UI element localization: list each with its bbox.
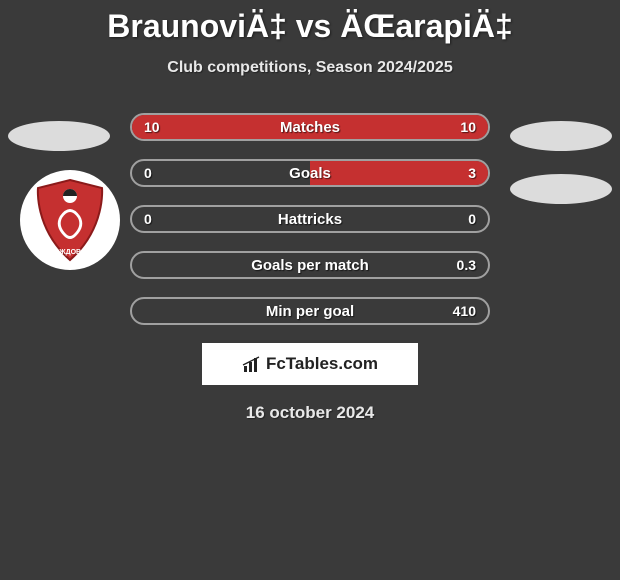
stat-label: Matches [132,115,488,139]
stat-label: Goals per match [132,253,488,277]
attribution-box[interactable]: FcTables.com [202,343,418,385]
team-badge: ВОЖДОВАЦ [20,170,120,270]
date-text: 16 october 2024 [0,403,620,423]
left-player-oval [8,121,110,151]
stat-label: Min per goal [132,299,488,323]
page-title: BraunoviÄ‡ vs ÄŒarapiÄ‡ [0,0,620,45]
attribution-text: FcTables.com [242,354,378,374]
stat-row-goals-per-match: Goals per match 0.3 [130,251,490,279]
stat-right-value: 410 [453,299,476,323]
right-player-oval-1 [510,121,612,151]
subtitle: Club competitions, Season 2024/2025 [0,59,620,77]
stat-label: Hattricks [132,207,488,231]
stat-row-hattricks: 0 Hattricks 0 [130,205,490,233]
bar-chart-icon [242,356,262,372]
svg-text:ВОЖДОВАЦ: ВОЖДОВАЦ [49,249,92,256]
stat-row-goals: 0 Goals 3 [130,159,490,187]
stat-right-value: 3 [468,161,476,185]
stat-row-min-per-goal: Min per goal 410 [130,297,490,325]
stats-container: 10 Matches 10 0 Goals 3 0 Hattricks 0 Go… [130,113,490,325]
attribution-label: FcTables.com [266,354,378,374]
shield-icon: ВОЖДОВАЦ [30,178,110,262]
stat-right-value: 0 [468,207,476,231]
stat-right-value: 0.3 [457,253,476,277]
right-player-oval-2 [510,174,612,204]
stat-row-matches: 10 Matches 10 [130,113,490,141]
stat-label: Goals [132,161,488,185]
stat-right-value: 10 [460,115,476,139]
